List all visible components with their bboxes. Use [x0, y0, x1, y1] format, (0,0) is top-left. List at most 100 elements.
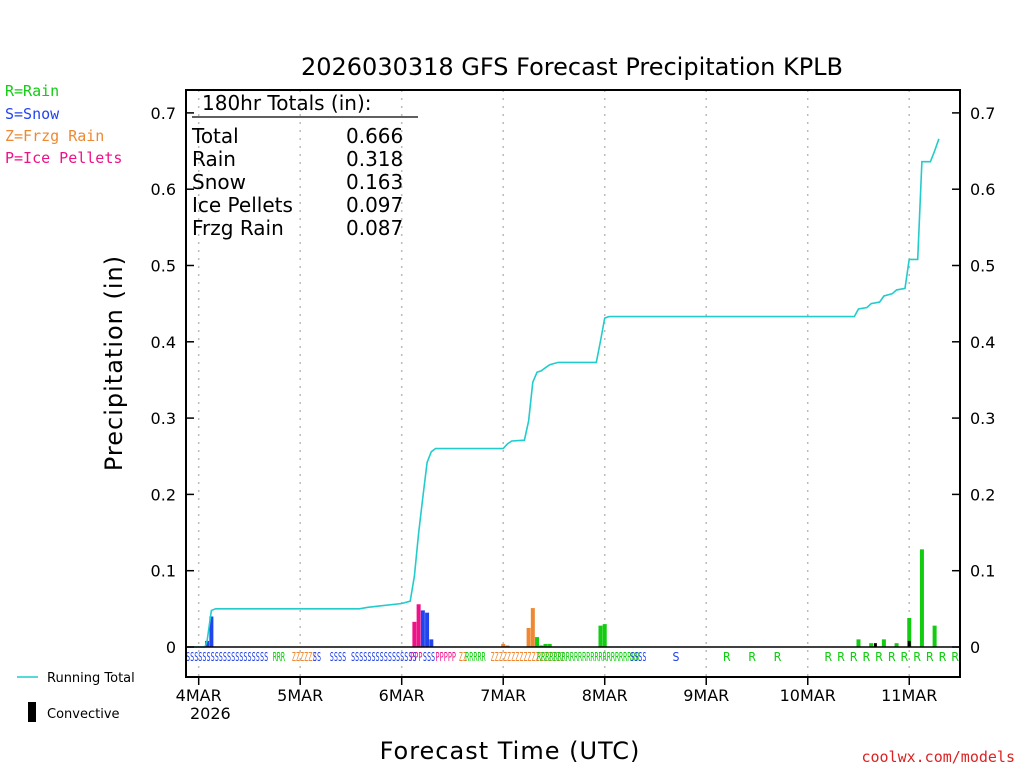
- x-tick-label-4: 8MAR: [582, 686, 628, 705]
- y-tick-label-left-4: 0.4: [151, 333, 176, 352]
- x-tick-label-7: 11MAR: [881, 686, 937, 705]
- legend-frzg-rain: Z=Frzg Rain: [5, 127, 104, 145]
- legend-ice-pellets: P=Ice Pellets: [5, 149, 122, 167]
- y-tick-label-left-2: 0.2: [151, 485, 176, 504]
- ptype-label-6: SSSSSSSSSSSSSSSS: [351, 650, 417, 664]
- ptype-label-27: R: [926, 650, 934, 664]
- totals-value-ice-pellets: 0.097: [346, 193, 403, 217]
- ptype-label-18: R: [774, 650, 782, 664]
- ptype-label-26: R: [913, 650, 921, 664]
- ptype-label-3: ZZZZZZ: [292, 650, 317, 664]
- convective-bar-0: [873, 643, 877, 647]
- totals-header: 180hr Totals (in):: [202, 91, 372, 115]
- precip-bar-snow-0: [205, 640, 210, 647]
- totals-label-rain: Rain: [192, 147, 236, 171]
- totals-panel: 180hr Totals (in): Total 0.666 Rain 0.31…: [191, 91, 418, 240]
- ptype-label-10: ZZ: [459, 650, 467, 664]
- precip-bar-ice-3: [416, 604, 421, 647]
- y-tick-label-left-6: 0.6: [151, 180, 176, 199]
- totals-label-total: Total: [191, 124, 239, 148]
- precip-bar-frzg-9: [526, 627, 531, 647]
- legend-convective: Convective: [47, 707, 120, 722]
- ptype-label-15: S: [672, 650, 679, 664]
- precip-bar-snow-1: [209, 616, 214, 647]
- ptype-label-29: R: [952, 650, 960, 664]
- ptype-label-19: R: [825, 650, 833, 664]
- precip-bar-snow-5: [425, 612, 430, 647]
- precip-bar-snow-4: [420, 610, 425, 647]
- y-tick-label-right-3: 0.3: [970, 409, 995, 428]
- precip-bar-rain-22: [919, 549, 924, 647]
- legend-rain: R=Rain: [5, 82, 59, 100]
- precip-bar-snow-6: [429, 639, 434, 647]
- y-tick-label-right-0: 0: [970, 638, 980, 657]
- y-tick-label-left-5: 0.5: [151, 256, 176, 275]
- x-tick-label-6: 10MAR: [780, 686, 836, 705]
- precip-bar-rain-20: [894, 643, 899, 647]
- x-tick-label-3: 7MAR: [480, 686, 526, 705]
- precip-bar-rain-23: [932, 625, 937, 647]
- x-axis-title: Forecast Time (UTC): [380, 737, 641, 765]
- precip-bar-rain-16: [602, 624, 607, 647]
- precip-bar-frzg-10: [530, 608, 535, 647]
- precip-bar-frzg-8: [505, 645, 510, 647]
- legend-running-total: Running Total: [47, 671, 135, 686]
- ptype-legend: R=Rain S=Snow Z=Frzg Rain P=Ice Pellets: [5, 82, 122, 167]
- ptype-label-25: R: [901, 650, 909, 664]
- chart-title: 2026030318 GFS Forecast Precipitation KP…: [301, 53, 843, 81]
- totals-label-snow: Snow: [192, 170, 246, 194]
- y-tick-label-right-4: 0.4: [970, 333, 995, 352]
- ptype-label-13: RRRRRRRRRRRRRRRRRRRRRRRRR: [537, 650, 640, 664]
- ptype-label-17: R: [749, 650, 757, 664]
- y-tick-label-left-1: 0.1: [151, 562, 176, 581]
- running-total-line: [186, 138, 940, 648]
- totals-label-frzg-rain: Frzg Rain: [192, 216, 284, 240]
- precip-bar-rain-14: [547, 643, 552, 647]
- ptype-label-1: SS: [260, 650, 268, 664]
- precip-bar-rain-11: [535, 637, 540, 647]
- ptype-label-23: R: [875, 650, 883, 664]
- series-legend: Running Total Convective: [17, 671, 135, 722]
- precip-bar-frzg-7: [501, 643, 506, 647]
- running-total-series: [186, 138, 940, 648]
- x-year-label: 2026: [190, 704, 231, 723]
- x-tick-label-1: 5MAR: [277, 686, 323, 705]
- precip-bar-rain-21: [907, 618, 912, 647]
- legend-convective-swatch: [28, 702, 36, 722]
- totals-value-snow: 0.163: [346, 170, 403, 194]
- precip-bars: [205, 549, 937, 647]
- ptype-label-4: SS: [313, 650, 321, 664]
- ptype-label-14: SSSS: [630, 650, 646, 664]
- y-tick-label-right-2: 0.2: [970, 485, 995, 504]
- ptype-label-11: RRRRR: [465, 650, 486, 664]
- ptype-label-22: R: [863, 650, 871, 664]
- x-tick-label-5: 9MAR: [683, 686, 729, 705]
- y-axis-title: Precipitation (in): [100, 255, 128, 471]
- totals-label-ice-pellets: Ice Pellets: [192, 193, 293, 217]
- y-tick-label-left-0: 0: [166, 638, 176, 657]
- ptype-label-12: ZZZZZZZZZZZZZZZZZZ: [491, 650, 565, 664]
- ptype-label-20: R: [837, 650, 845, 664]
- ptype-label-8: SSS: [423, 650, 435, 664]
- ptype-label-9: PPPPP: [436, 650, 457, 664]
- x-tick-label-2: 6MAR: [379, 686, 425, 705]
- ptype-label-16: R: [723, 650, 731, 664]
- totals-value-rain: 0.318: [346, 147, 403, 171]
- y-tick-label-right-6: 0.6: [970, 180, 995, 199]
- y-tick-label-right-7: 0.7: [970, 104, 995, 123]
- y-tick-label-left-3: 0.3: [151, 409, 176, 428]
- y-tick-label-left-7: 0.7: [151, 104, 176, 123]
- totals-value-total: 0.666: [346, 124, 403, 148]
- x-tick-label-0: 4MAR: [176, 686, 222, 705]
- precip-bar-rain-19: [881, 639, 886, 647]
- precip-bar-rain-17: [856, 639, 861, 647]
- precip-bar-rain-18: [869, 643, 874, 647]
- totals-value-frzg-rain: 0.087: [346, 216, 403, 240]
- ptype-label-5: SSSS: [330, 650, 346, 664]
- precip-bar-rain-13: [543, 643, 548, 647]
- convective-bar-1: [907, 640, 911, 647]
- legend-snow: S=Snow: [5, 105, 60, 123]
- axes: 0 0 0.1 0.1 0.2 0.2 0.3 0.3 0.4 0.4 0.5 0.5 0.6 0.6 0.…: [151, 89, 995, 705]
